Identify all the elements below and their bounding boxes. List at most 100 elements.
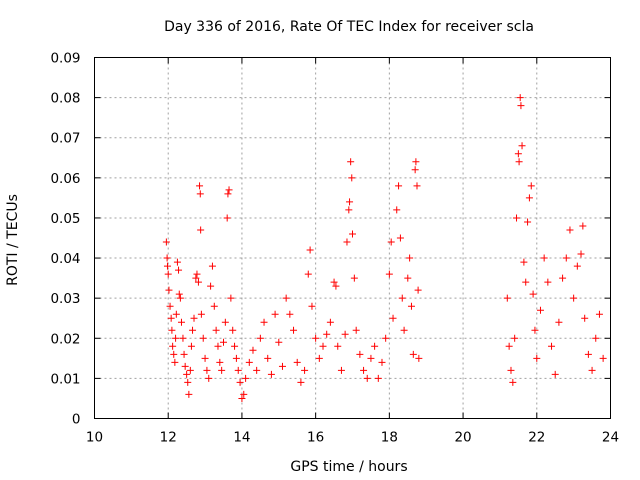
- data-point: [389, 314, 397, 322]
- data-point: [525, 194, 533, 202]
- data-point: [267, 370, 275, 378]
- data-point: [197, 226, 205, 234]
- y-tick-label: 0.09: [50, 51, 80, 67]
- x-tick-label: 14: [233, 430, 250, 446]
- data-point: [345, 206, 353, 214]
- x-tick-label: 20: [454, 430, 471, 446]
- data-point: [516, 94, 524, 102]
- y-tick-label: 0.07: [50, 131, 80, 147]
- data-point: [238, 394, 246, 402]
- data-point: [184, 378, 192, 386]
- data-point: [293, 358, 301, 366]
- data-point: [186, 366, 194, 374]
- data-point: [196, 190, 204, 198]
- data-point: [367, 354, 375, 362]
- data-point: [599, 354, 607, 362]
- data-point: [511, 334, 519, 342]
- data-point: [197, 310, 205, 318]
- data-point: [264, 354, 272, 362]
- data-point: [207, 282, 215, 290]
- data-point: [551, 370, 559, 378]
- data-point: [231, 342, 239, 350]
- data-point: [208, 262, 216, 270]
- data-point: [169, 342, 177, 350]
- data-point: [236, 378, 244, 386]
- data-point: [282, 294, 290, 302]
- data-point: [218, 366, 226, 374]
- data-point: [185, 390, 193, 398]
- data-point: [540, 254, 548, 262]
- data-point: [588, 366, 596, 374]
- data-point: [566, 226, 574, 234]
- data-point: [306, 246, 314, 254]
- data-point: [240, 390, 248, 398]
- data-point: [278, 362, 286, 370]
- data-point: [171, 358, 179, 366]
- data-point: [214, 342, 222, 350]
- y-tick-label: 0.03: [50, 291, 80, 307]
- y-tick-label: 0.06: [50, 171, 80, 187]
- data-point: [514, 150, 522, 158]
- data-point: [168, 326, 176, 334]
- data-point: [242, 374, 250, 382]
- data-point: [573, 262, 581, 270]
- data-point: [570, 294, 578, 302]
- data-point: [164, 270, 172, 278]
- data-point: [170, 350, 178, 358]
- data-point: [193, 270, 201, 278]
- data-point: [577, 250, 585, 258]
- y-tick-label: 0: [72, 412, 81, 428]
- data-point: [253, 366, 261, 374]
- data-point: [163, 254, 171, 262]
- data-point: [413, 182, 421, 190]
- data-point: [527, 182, 535, 190]
- data-point: [529, 290, 537, 298]
- data-point: [536, 306, 544, 314]
- data-point: [330, 278, 338, 286]
- data-point: [559, 274, 567, 282]
- data-point: [275, 338, 283, 346]
- axis-ticks: [94, 57, 611, 419]
- data-point: [225, 186, 233, 194]
- data-point: [172, 310, 180, 318]
- data-point: [382, 334, 390, 342]
- data-point: [312, 334, 320, 342]
- data-point: [249, 346, 257, 354]
- data-point: [406, 254, 414, 262]
- data-point: [404, 274, 412, 282]
- x-tick-label: 24: [602, 430, 619, 446]
- data-point: [347, 158, 355, 166]
- data-point: [348, 174, 356, 182]
- data-point: [196, 182, 204, 190]
- data-point: [290, 326, 298, 334]
- data-point: [210, 302, 218, 310]
- data-point: [189, 326, 197, 334]
- data-point: [190, 314, 198, 322]
- data-point: [356, 350, 364, 358]
- data-point: [584, 350, 592, 358]
- data-point: [517, 102, 525, 110]
- data-point: [179, 334, 187, 342]
- data-point: [162, 238, 170, 246]
- data-point: [524, 218, 532, 226]
- data-point: [411, 166, 419, 174]
- data-point: [544, 278, 552, 286]
- chart-title: Day 336 of 2016, Rate Of TEC Index for r…: [164, 19, 534, 35]
- data-point: [414, 286, 422, 294]
- data-point: [323, 330, 331, 338]
- data-point: [271, 310, 279, 318]
- data-point: [227, 294, 235, 302]
- data-point: [393, 206, 401, 214]
- data-point: [332, 282, 340, 290]
- data-point: [163, 262, 171, 270]
- data-point: [522, 278, 530, 286]
- data-point: [415, 354, 423, 362]
- y-tick-label: 0.08: [50, 91, 80, 107]
- data-point: [352, 326, 360, 334]
- data-point: [220, 338, 227, 346]
- data-point: [371, 342, 379, 350]
- data-point: [343, 238, 351, 246]
- data-point: [592, 334, 600, 342]
- data-point: [216, 358, 224, 366]
- data-point: [172, 334, 180, 342]
